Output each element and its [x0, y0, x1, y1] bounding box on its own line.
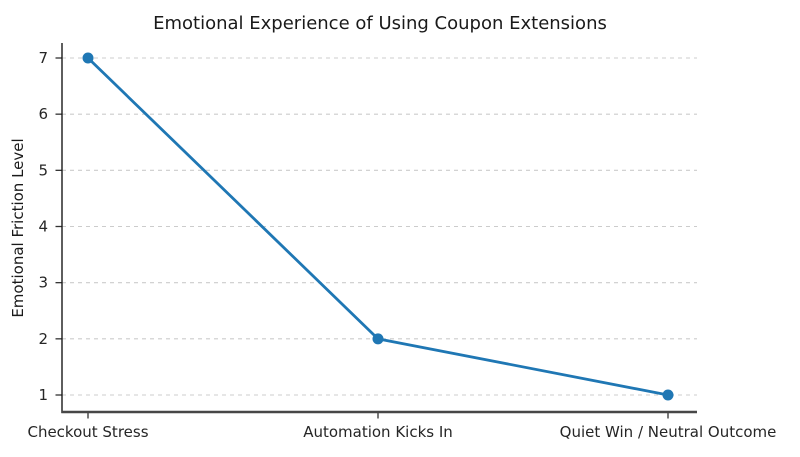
chart-title: Emotional Experience of Using Coupon Ext…: [153, 13, 607, 34]
plot-area: 1 2 3 4 5 6 7 Checkout Stress Automation Kicks I…: [27, 43, 776, 441]
data-point: [372, 333, 384, 345]
y-axis-label: Emotional Friction Level: [9, 138, 27, 317]
data-point: [82, 52, 94, 64]
x-tick-label: Checkout Stress: [27, 423, 148, 441]
data-point: [662, 389, 674, 401]
y-tick-label: 2: [38, 330, 48, 348]
y-tick-label: 6: [38, 105, 48, 123]
y-tick-label: 4: [38, 217, 48, 235]
x-tick-label: Quiet Win / Neutral Outcome: [560, 423, 777, 441]
y-tick-label: 5: [38, 161, 48, 179]
y-tick-label: 7: [38, 49, 48, 67]
y-tick-label: 3: [38, 274, 48, 292]
y-tick-label: 1: [38, 386, 48, 404]
x-tick-label: Automation Kicks In: [303, 423, 453, 441]
